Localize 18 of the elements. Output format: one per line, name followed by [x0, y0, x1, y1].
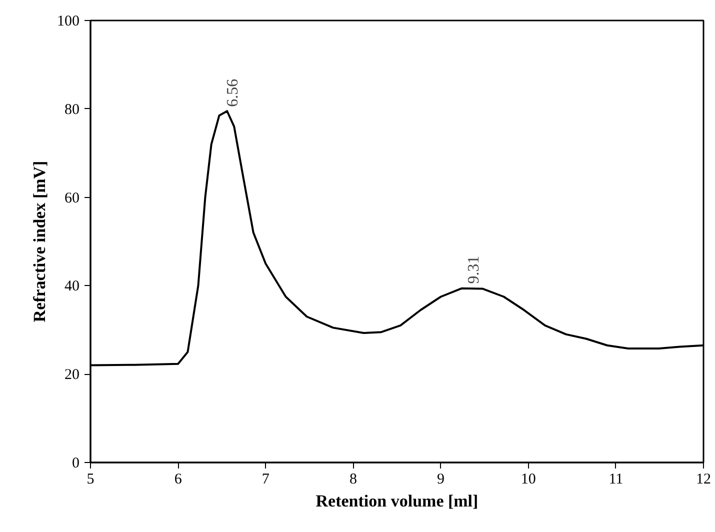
x-tick-label: 12: [696, 472, 711, 488]
y-tick-label: 20: [64, 367, 80, 384]
x-tick-label: 9: [437, 472, 445, 488]
x-tick-label: 8: [349, 472, 357, 488]
x-tick-label: 10: [520, 472, 536, 488]
annotation: 6.56: [224, 78, 242, 107]
x-tick-label: 7: [262, 472, 270, 488]
y-tick-label: 60: [64, 190, 80, 206]
y-tick-label: 0: [72, 456, 80, 472]
y-tick-label: 100: [57, 14, 80, 30]
y-tick-label: 40: [64, 278, 80, 295]
y-tick-label: 80: [64, 102, 80, 118]
x-tick-label: 6: [174, 472, 182, 488]
x-tick-label: 5: [86, 472, 94, 488]
y-axis-title: Refractive index [mV]: [30, 160, 49, 322]
annotation: 9.31: [465, 256, 482, 284]
x-axis-title: Retention volume [ml]: [316, 492, 478, 510]
x-tick-label: 11: [608, 472, 624, 488]
